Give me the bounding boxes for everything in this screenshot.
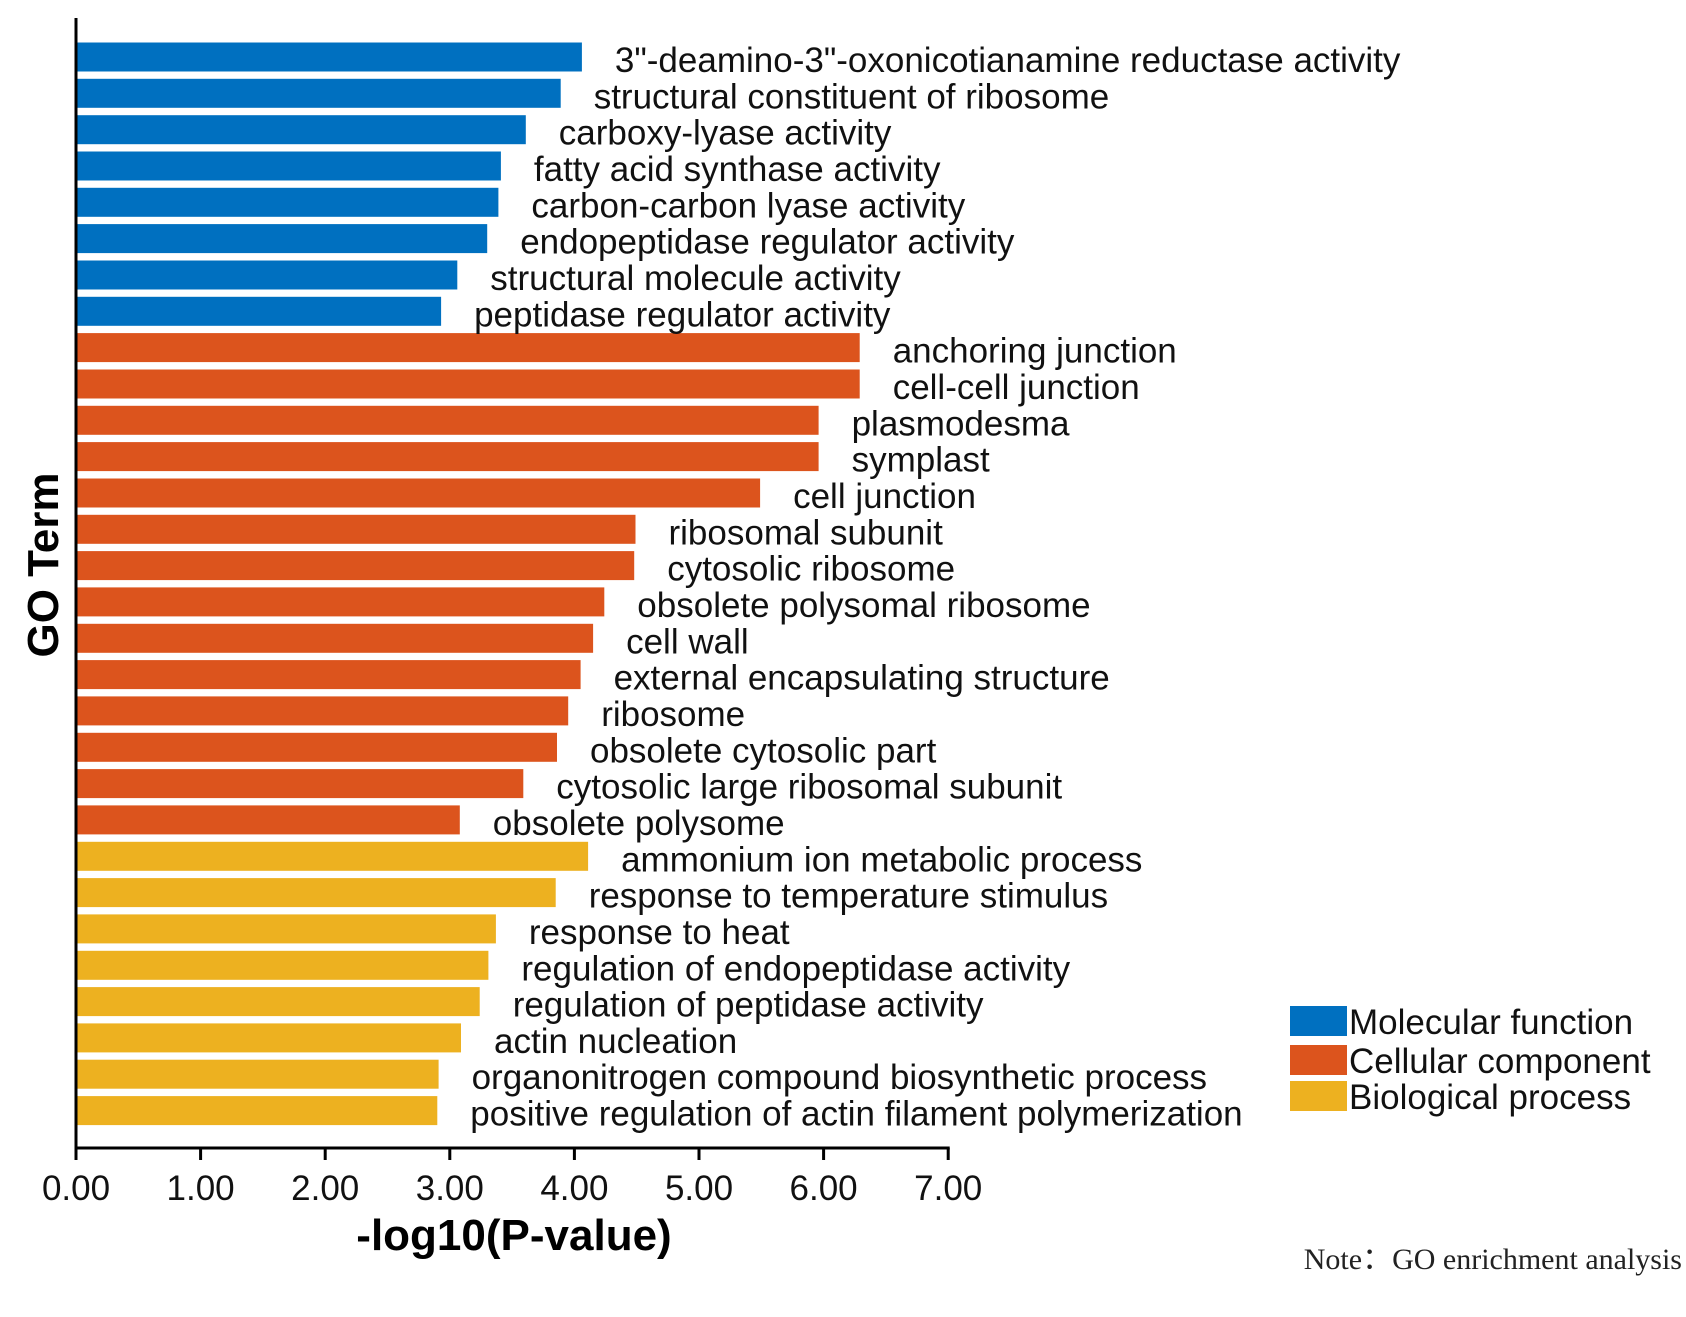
bar-labels-layer: 3"-deamino-3"-oxonicotianamine reductase… — [470, 41, 1401, 1134]
legend-swatch-3 — [1290, 1081, 1347, 1111]
legend-label-1: Molecular function — [1349, 1003, 1633, 1042]
chart-note: Note：GO enrichment analysis — [1304, 1243, 1682, 1276]
x-tick-label: 6.00 — [790, 1169, 858, 1208]
bar-label-3-2: response to temperature stimulus — [589, 877, 1108, 916]
axes-layer: 0.00 1.00 2.00 3.00 4.00 5.00 6.00 7.00 — [42, 18, 982, 1208]
legend-swatch-2 — [1290, 1045, 1347, 1075]
bar-label-2-10: external encapsulating structure — [614, 659, 1110, 698]
x-tick-label: 3.00 — [416, 1169, 484, 1208]
bar-label-2-2: cell-cell junction — [893, 368, 1140, 407]
bar-label-3-6: actin nucleation — [494, 1022, 737, 1061]
y-axis-title: GO Term — [19, 472, 68, 657]
bar-label-3-1: ammonium ion metabolic process — [621, 840, 1142, 879]
bar-2-12 — [76, 732, 557, 762]
bar-label-1-8: peptidase regulator activity — [474, 295, 891, 334]
bar-label-3-4: regulation of endopeptidase activity — [521, 949, 1070, 988]
bar-label-2-3: plasmodesma — [852, 404, 1070, 443]
bar-1-2 — [76, 78, 561, 108]
bar-label-1-2: structural constituent of ribosome — [594, 77, 1110, 116]
legend-label-2: Cellular component — [1349, 1042, 1651, 1081]
bar-2-1 — [76, 333, 860, 363]
x-tick-label: 7.00 — [914, 1169, 982, 1208]
bar-label-3-8: positive regulation of actin filament po… — [470, 1095, 1242, 1134]
bar-1-6 — [76, 224, 488, 254]
bar-2-8 — [76, 587, 605, 617]
bar-2-11 — [76, 696, 569, 726]
bar-label-2-13: cytosolic large ribosomal subunit — [556, 768, 1062, 807]
bar-label-1-5: carbon-carbon lyase activity — [531, 186, 965, 225]
bar-3-2 — [76, 878, 556, 908]
bar-label-2-14: obsolete polysome — [493, 804, 785, 843]
bar-label-2-7: cytosolic ribosome — [667, 550, 955, 589]
bar-1-3 — [76, 115, 526, 145]
x-tick-label: 0.00 — [42, 1169, 110, 1208]
bar-2-9 — [76, 623, 594, 653]
x-axis-title: -log10(P-value) — [356, 1211, 671, 1260]
x-tick-label: 2.00 — [291, 1169, 359, 1208]
bar-3-3 — [76, 914, 496, 944]
bar-1-8 — [76, 296, 442, 326]
bar-label-2-6: ribosomal subunit — [669, 513, 944, 552]
bar-label-2-9: cell wall — [626, 622, 749, 661]
bar-1-1 — [76, 42, 582, 72]
bar-label-3-7: organonitrogen compound biosynthetic pro… — [472, 1058, 1207, 1097]
bar-2-13 — [76, 769, 524, 799]
bar-label-3-3: response to heat — [529, 913, 790, 952]
bar-2-6 — [76, 514, 636, 544]
bar-label-1-6: endopeptidase regulator activity — [520, 223, 1015, 262]
bar-label-2-11: ribosome — [601, 695, 745, 734]
x-tick-label: 4.00 — [540, 1169, 608, 1208]
bar-2-5 — [76, 478, 761, 508]
bar-label-2-5: cell junction — [793, 477, 976, 516]
bar-3-6 — [76, 1023, 461, 1053]
x-ticks: 0.00 1.00 2.00 3.00 4.00 5.00 6.00 7.00 — [42, 1148, 982, 1208]
bar-label-1-4: fatty acid synthase activity — [534, 150, 941, 189]
bar-3-8 — [76, 1096, 438, 1126]
bar-2-3 — [76, 405, 819, 435]
bar-1-4 — [76, 151, 501, 181]
bar-3-4 — [76, 950, 489, 980]
bar-3-5 — [76, 987, 480, 1017]
bar-3-7 — [76, 1059, 439, 1089]
bar-1-7 — [76, 260, 458, 290]
bars-layer — [76, 42, 860, 1126]
legend-swatch-1 — [1290, 1006, 1347, 1036]
bar-2-10 — [76, 660, 581, 690]
legend-label-3: Biological process — [1349, 1078, 1631, 1117]
bar-label-2-4: symplast — [852, 441, 990, 480]
x-tick-label: 1.00 — [167, 1169, 235, 1208]
bar-2-14 — [76, 805, 460, 835]
bar-2-7 — [76, 551, 635, 581]
bar-label-1-3: carboxy-lyase activity — [559, 114, 892, 153]
bar-label-3-5: regulation of peptidase activity — [513, 986, 984, 1025]
bar-2-4 — [76, 442, 819, 472]
bar-2-2 — [76, 369, 860, 399]
bar-3-1 — [76, 841, 589, 871]
bar-label-2-1: anchoring junction — [893, 332, 1177, 371]
bar-1-5 — [76, 187, 499, 217]
x-tick-label: 5.00 — [665, 1169, 733, 1208]
bar-label-2-12: obsolete cytosolic part — [590, 731, 937, 770]
bar-label-1-1: 3"-deamino-3"-oxonicotianamine reductase… — [615, 41, 1401, 80]
bar-label-2-8: obsolete polysomal ribosome — [637, 586, 1090, 625]
bar-label-1-7: structural molecule activity — [490, 259, 901, 298]
